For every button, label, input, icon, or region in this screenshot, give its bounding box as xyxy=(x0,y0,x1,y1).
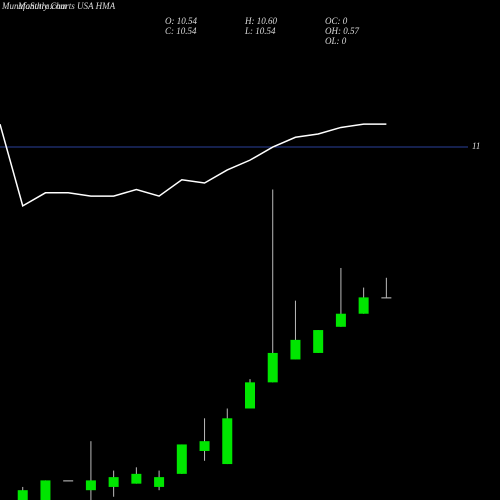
candle-body xyxy=(358,297,369,314)
ohlc-info: H: 10.60 xyxy=(244,16,277,26)
candle-body xyxy=(131,473,142,484)
candle-body xyxy=(335,313,346,327)
candle-body xyxy=(199,441,210,451)
candle-body xyxy=(40,480,51,500)
ohlc-info: L: 10.54 xyxy=(244,26,276,36)
candle-body xyxy=(222,418,233,465)
candle-body xyxy=(176,444,187,474)
candle-body xyxy=(245,382,255,409)
candle-body xyxy=(63,480,74,482)
candle-body xyxy=(313,330,324,353)
ohlc-info: OC: 0 xyxy=(325,16,348,26)
y-tick-label: 11 xyxy=(472,141,480,151)
candle-body xyxy=(154,477,165,487)
candle-body xyxy=(85,480,96,491)
chart-title: Monthly Charts USA HMA xyxy=(17,1,116,11)
ohlc-info: OL: 0 xyxy=(325,36,347,46)
candle-body xyxy=(108,477,119,487)
candle-body xyxy=(381,297,392,299)
ohlc-info: O: 10.54 xyxy=(165,16,197,26)
ohlc-info: OH: 0.57 xyxy=(325,26,359,36)
candle-body xyxy=(17,490,28,500)
candle-body xyxy=(267,352,278,383)
average-line xyxy=(0,123,387,208)
candle-body xyxy=(290,339,301,360)
ohlc-info: C: 10.54 xyxy=(165,26,197,36)
watermark: MunafaSutra.com xyxy=(1,1,67,11)
